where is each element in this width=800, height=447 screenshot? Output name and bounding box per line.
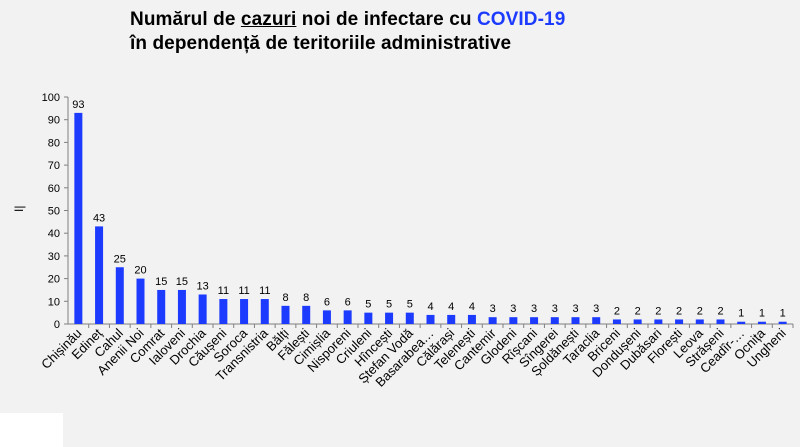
bar	[571, 317, 580, 324]
bar-value-label: 4	[469, 301, 475, 313]
bar-value-label: 5	[407, 299, 413, 311]
bar	[281, 305, 290, 324]
chart-title: Numărul de cazuri noi de infectare cu CO…	[130, 8, 565, 56]
bar-value-label: 11	[218, 285, 229, 297]
bar	[302, 305, 311, 324]
bar	[240, 299, 249, 324]
y-tick-label: 60	[48, 183, 60, 195]
bar	[654, 319, 663, 324]
bar	[385, 312, 394, 324]
chart-title-line-1: Numărul de cazuri noi de infectare cu CO…	[130, 8, 565, 32]
y-axis: 0 10 20 30 40 50 60 70 80 90 100	[42, 92, 69, 331]
bar-value-label: 4	[448, 301, 454, 313]
y-tick-label: 20	[48, 274, 60, 286]
bar	[157, 289, 166, 324]
bar-value-label: 25	[114, 253, 126, 265]
bar-value-label: 20	[134, 265, 146, 277]
bar-value-label: 2	[614, 305, 620, 317]
bar	[405, 312, 414, 324]
bar	[757, 321, 766, 324]
bar	[177, 289, 186, 324]
bar-value-label: 3	[490, 303, 496, 315]
y-tick-label: 90	[48, 115, 60, 127]
bar-value-label: 3	[531, 303, 537, 315]
bar-value-label: 93	[72, 99, 84, 111]
title-text-accent: COVID-19	[476, 9, 566, 30]
bar	[219, 299, 228, 324]
bar-value-label: 6	[345, 296, 351, 308]
bar-value-label: 2	[697, 305, 703, 317]
bar	[695, 319, 704, 324]
title-text-underlined: cazuri	[240, 9, 297, 30]
y-tick-label: 80	[48, 137, 60, 149]
bars	[74, 112, 787, 324]
y-tick-label: 10	[48, 296, 60, 308]
bar-value-label: 3	[593, 303, 599, 315]
y-tick-label: 50	[48, 206, 60, 218]
bar	[488, 317, 497, 324]
bar	[675, 319, 684, 324]
bar	[737, 321, 746, 324]
bar-value-label: 4	[427, 301, 433, 313]
bar-value-label: 11	[238, 285, 249, 297]
bar	[136, 278, 145, 324]
bar	[115, 267, 124, 324]
bar	[633, 319, 642, 324]
bar	[612, 319, 621, 324]
corner-patch	[0, 413, 63, 447]
bar	[95, 226, 104, 324]
bar-value-label: 2	[676, 305, 682, 317]
bar	[716, 319, 725, 324]
bar-value-label: 15	[176, 276, 188, 288]
bar-value-label: 43	[93, 212, 105, 224]
bar	[198, 294, 207, 324]
bar-value-label: 13	[197, 280, 209, 292]
bar-value-label: 5	[386, 299, 392, 311]
bar-value-label: 1	[780, 308, 786, 320]
bar-value-label: 8	[282, 292, 288, 304]
chart-title-line-2: în dependență de teritoriile administrat…	[130, 33, 512, 54]
bar-value-label: 3	[572, 303, 578, 315]
bar-value-label: 2	[635, 305, 641, 317]
y-tick-label: 0	[54, 319, 60, 331]
bar	[592, 317, 601, 324]
bar-value-label: 6	[324, 296, 330, 308]
title-text-2: noi de infectare cu	[296, 9, 477, 30]
bar	[343, 310, 352, 324]
bar	[74, 112, 83, 324]
bar-value-label: 15	[155, 276, 167, 288]
bar-value-label: 1	[738, 308, 744, 320]
bar	[530, 317, 539, 324]
y-tick-label: 30	[48, 251, 60, 263]
bar	[550, 317, 559, 324]
y-tick-label: 100	[42, 92, 60, 104]
bar	[260, 299, 269, 324]
bar-value-label: 11	[259, 285, 270, 297]
bar-value-label: 3	[552, 303, 558, 315]
bar	[447, 314, 456, 324]
bar-value-label: 2	[717, 305, 723, 317]
bar	[426, 314, 435, 324]
bar-value-label: 5	[365, 299, 371, 311]
bar	[467, 314, 476, 324]
bar	[364, 312, 373, 324]
bar-value-label: 8	[303, 292, 309, 304]
bar	[509, 317, 518, 324]
bar-value-label: 1	[759, 308, 765, 320]
bar-value-label: 2	[655, 305, 661, 317]
y-tick-label: 40	[48, 228, 60, 240]
bar	[322, 310, 331, 324]
bar-value-label: 3	[510, 303, 516, 315]
title-text-1: Numărul de	[130, 9, 241, 30]
bar	[778, 321, 787, 324]
y-tick-label: 70	[48, 160, 60, 172]
